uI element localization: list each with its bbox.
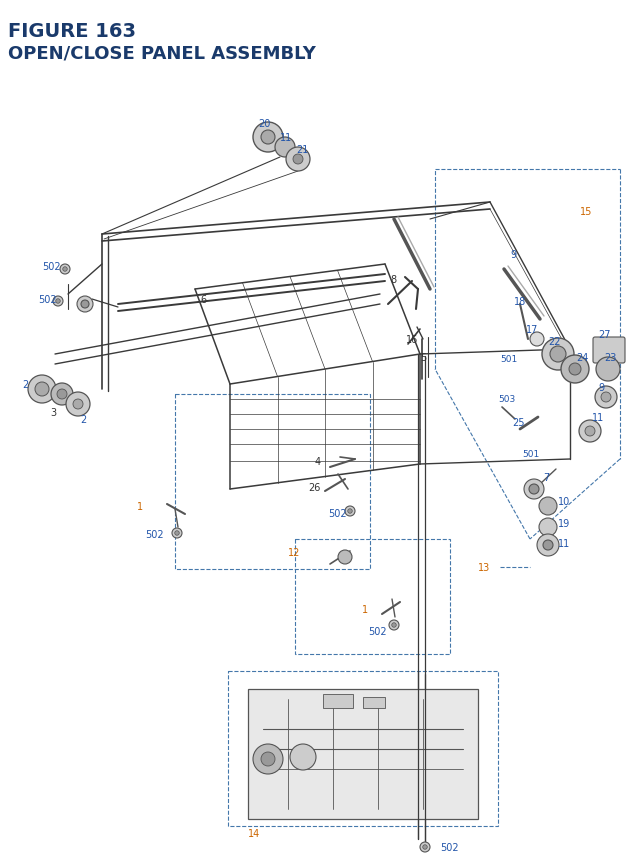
Circle shape — [338, 550, 352, 564]
Text: 23: 23 — [604, 353, 616, 362]
Circle shape — [275, 138, 295, 158]
Circle shape — [290, 744, 316, 770]
Text: 502: 502 — [328, 508, 347, 518]
Circle shape — [543, 541, 553, 550]
Circle shape — [348, 509, 352, 514]
Bar — [295, 539, 450, 654]
Text: 22: 22 — [548, 337, 561, 347]
Circle shape — [539, 518, 557, 536]
Text: 503: 503 — [498, 395, 515, 404]
Circle shape — [530, 332, 544, 347]
Circle shape — [57, 389, 67, 400]
Text: 6: 6 — [200, 294, 206, 305]
Text: 26: 26 — [308, 482, 321, 492]
Circle shape — [261, 131, 275, 145]
Text: 3: 3 — [50, 407, 56, 418]
Circle shape — [389, 620, 399, 630]
Circle shape — [601, 393, 611, 403]
Text: 502: 502 — [145, 530, 164, 539]
Circle shape — [420, 842, 430, 852]
Text: 502: 502 — [368, 626, 387, 636]
Text: 13: 13 — [478, 562, 490, 573]
Text: 501: 501 — [522, 450, 540, 459]
Text: 11: 11 — [280, 133, 292, 143]
Circle shape — [539, 498, 557, 516]
Text: 9: 9 — [510, 250, 516, 260]
Text: 1: 1 — [137, 501, 143, 511]
Text: 501: 501 — [500, 355, 517, 364]
Circle shape — [60, 264, 70, 275]
Circle shape — [585, 426, 595, 437]
Text: 502: 502 — [42, 262, 61, 272]
Text: 21: 21 — [296, 145, 308, 155]
Circle shape — [561, 356, 589, 383]
Circle shape — [253, 123, 283, 152]
Circle shape — [53, 297, 63, 307]
Circle shape — [529, 485, 539, 494]
Text: 12: 12 — [288, 548, 300, 557]
Text: 2: 2 — [80, 414, 86, 424]
Text: 11: 11 — [558, 538, 570, 548]
Text: 7: 7 — [543, 473, 549, 482]
Circle shape — [77, 297, 93, 313]
Circle shape — [423, 845, 428, 849]
Circle shape — [524, 480, 544, 499]
Text: 19: 19 — [558, 518, 570, 529]
Text: 17: 17 — [526, 325, 538, 335]
Text: 27: 27 — [598, 330, 611, 339]
Circle shape — [596, 357, 620, 381]
Text: 10: 10 — [558, 497, 570, 506]
Text: OPEN/CLOSE PANEL ASSEMBLY: OPEN/CLOSE PANEL ASSEMBLY — [8, 44, 316, 62]
Text: 502: 502 — [440, 842, 459, 852]
Text: 24: 24 — [576, 353, 588, 362]
Bar — [248, 689, 478, 819]
Text: 8: 8 — [390, 275, 396, 285]
Text: 2: 2 — [22, 380, 28, 389]
Text: 11: 11 — [592, 412, 604, 423]
Circle shape — [569, 363, 581, 375]
Text: 15: 15 — [580, 207, 593, 217]
Text: 1: 1 — [362, 604, 368, 614]
Text: FIGURE 163: FIGURE 163 — [8, 22, 136, 41]
Circle shape — [286, 148, 310, 172]
Circle shape — [63, 268, 67, 272]
Circle shape — [51, 383, 73, 406]
Circle shape — [172, 529, 182, 538]
Text: 14: 14 — [248, 828, 260, 838]
Text: 4: 4 — [315, 456, 321, 467]
Circle shape — [261, 753, 275, 766]
Circle shape — [550, 347, 566, 362]
Text: 502: 502 — [38, 294, 56, 305]
Circle shape — [345, 506, 355, 517]
Bar — [323, 694, 353, 709]
Circle shape — [175, 531, 179, 536]
Text: 5: 5 — [420, 353, 426, 362]
Circle shape — [28, 375, 56, 404]
Circle shape — [73, 400, 83, 410]
Circle shape — [81, 300, 89, 308]
Circle shape — [595, 387, 617, 408]
Circle shape — [35, 382, 49, 397]
FancyBboxPatch shape — [593, 338, 625, 363]
Circle shape — [542, 338, 574, 370]
Circle shape — [293, 155, 303, 164]
Circle shape — [66, 393, 90, 417]
Text: 25: 25 — [512, 418, 525, 428]
Circle shape — [537, 535, 559, 556]
Text: 9: 9 — [598, 382, 604, 393]
Bar — [363, 697, 385, 709]
Circle shape — [253, 744, 283, 774]
Circle shape — [56, 300, 60, 304]
Circle shape — [579, 420, 601, 443]
Circle shape — [392, 623, 396, 628]
Text: 16: 16 — [406, 335, 419, 344]
Bar — [228, 672, 498, 826]
Text: 18: 18 — [514, 297, 526, 307]
Bar — [175, 394, 370, 569]
Text: 20: 20 — [258, 119, 270, 129]
